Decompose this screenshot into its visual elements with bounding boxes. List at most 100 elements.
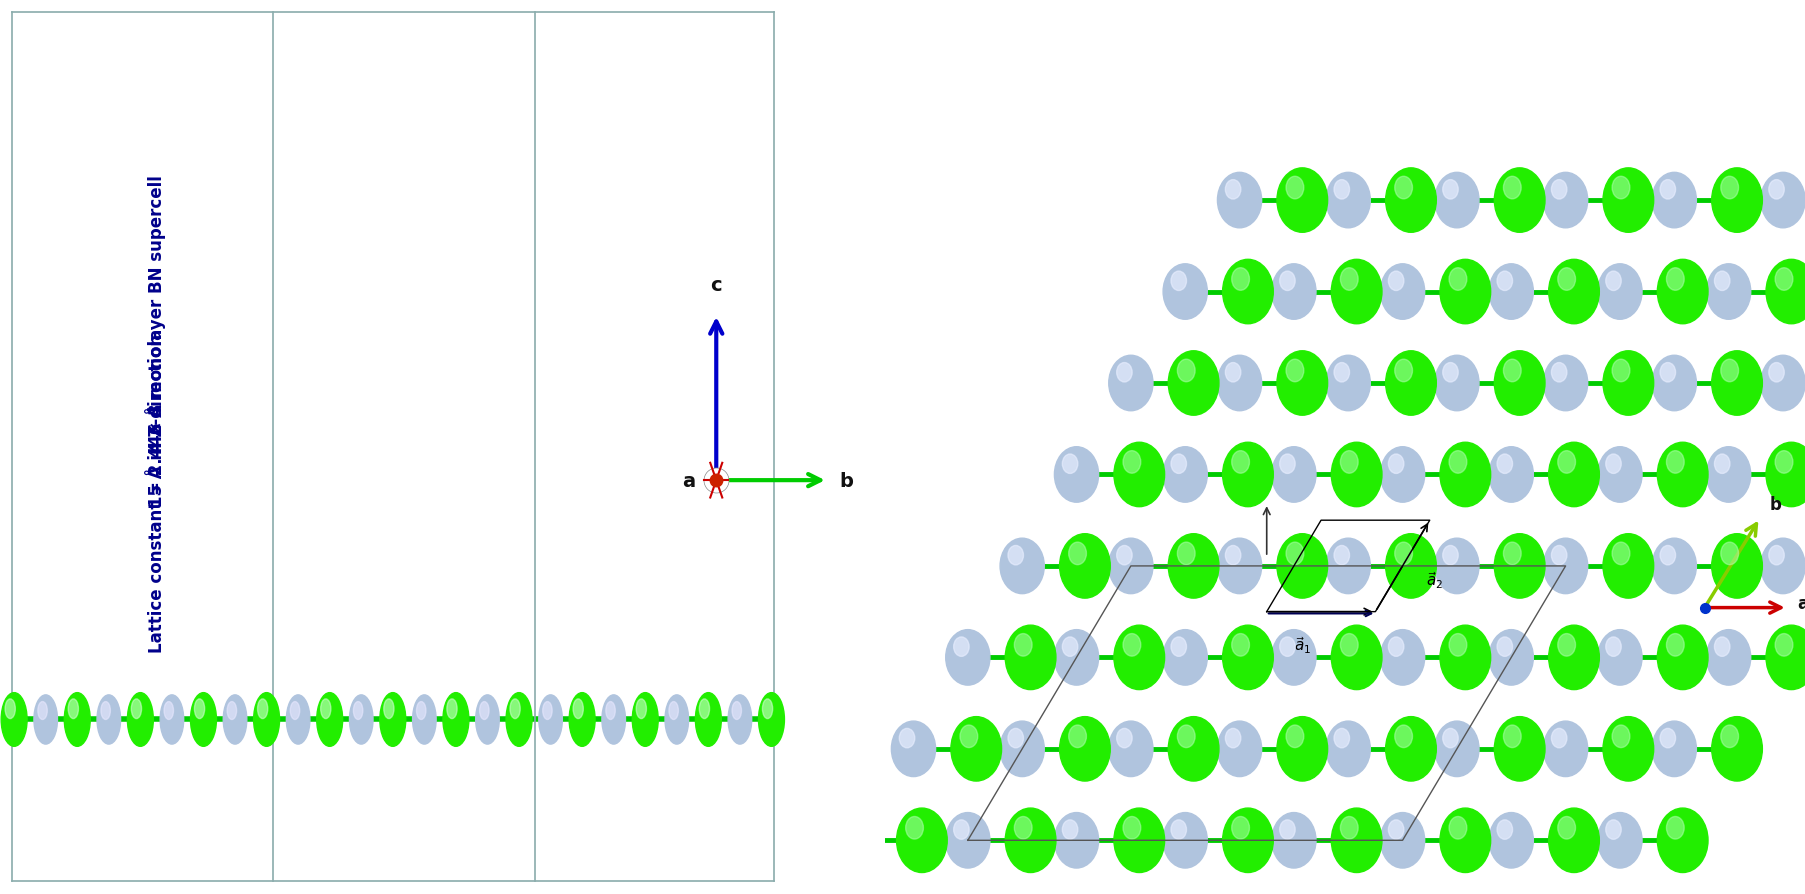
Ellipse shape — [1224, 363, 1240, 383]
Ellipse shape — [601, 696, 625, 744]
Text: b: b — [839, 471, 854, 490]
Ellipse shape — [1433, 173, 1478, 229]
Text: b: b — [1769, 495, 1780, 513]
Ellipse shape — [1666, 634, 1684, 656]
Ellipse shape — [1384, 717, 1435, 781]
Ellipse shape — [1054, 447, 1097, 502]
Ellipse shape — [1502, 359, 1520, 383]
Ellipse shape — [1549, 260, 1599, 325]
Ellipse shape — [1549, 626, 1599, 690]
Ellipse shape — [1271, 630, 1316, 686]
Ellipse shape — [1217, 538, 1262, 594]
Text: 4 × 3 monolayer BN supercell: 4 × 3 monolayer BN supercell — [148, 174, 166, 451]
Ellipse shape — [287, 696, 310, 744]
Ellipse shape — [538, 696, 561, 744]
Ellipse shape — [253, 693, 280, 746]
Ellipse shape — [1711, 717, 1762, 781]
Ellipse shape — [1123, 816, 1141, 839]
Ellipse shape — [1123, 634, 1141, 656]
Ellipse shape — [1448, 816, 1466, 839]
Ellipse shape — [161, 696, 184, 744]
Ellipse shape — [1657, 443, 1708, 507]
Ellipse shape — [1115, 546, 1132, 565]
Ellipse shape — [1558, 268, 1574, 291]
Ellipse shape — [1005, 626, 1056, 690]
Ellipse shape — [836, 813, 881, 868]
Ellipse shape — [101, 702, 110, 720]
Ellipse shape — [1713, 454, 1729, 474]
Ellipse shape — [1014, 634, 1031, 656]
Ellipse shape — [1605, 820, 1621, 839]
Ellipse shape — [1114, 626, 1164, 690]
Ellipse shape — [316, 693, 343, 746]
Ellipse shape — [1388, 272, 1402, 291]
Ellipse shape — [1276, 169, 1327, 233]
Ellipse shape — [1543, 538, 1587, 594]
Ellipse shape — [291, 702, 300, 720]
Ellipse shape — [1388, 637, 1402, 656]
Ellipse shape — [1285, 359, 1303, 383]
Ellipse shape — [1379, 813, 1424, 868]
Ellipse shape — [1711, 534, 1762, 598]
Ellipse shape — [1162, 447, 1208, 502]
Ellipse shape — [2, 693, 27, 746]
Ellipse shape — [1612, 359, 1628, 383]
Ellipse shape — [1000, 721, 1043, 777]
Ellipse shape — [1439, 443, 1489, 507]
Ellipse shape — [1493, 534, 1543, 598]
Ellipse shape — [1657, 808, 1708, 873]
Ellipse shape — [1276, 351, 1327, 416]
Ellipse shape — [1271, 447, 1316, 502]
Ellipse shape — [1442, 181, 1457, 200]
Ellipse shape — [1659, 181, 1675, 200]
Text: a: a — [1796, 594, 1805, 611]
Ellipse shape — [1659, 363, 1675, 383]
Ellipse shape — [258, 699, 267, 719]
Ellipse shape — [699, 699, 709, 719]
Ellipse shape — [38, 702, 47, 720]
Ellipse shape — [1652, 173, 1695, 229]
Text: c: c — [709, 275, 722, 295]
Ellipse shape — [1393, 177, 1412, 199]
Ellipse shape — [695, 693, 720, 746]
Ellipse shape — [1325, 538, 1370, 594]
Ellipse shape — [1489, 447, 1532, 502]
Ellipse shape — [904, 816, 922, 839]
Ellipse shape — [1502, 543, 1520, 565]
Ellipse shape — [195, 699, 204, 719]
Ellipse shape — [1603, 169, 1653, 233]
Ellipse shape — [664, 696, 688, 744]
Ellipse shape — [442, 693, 469, 746]
Ellipse shape — [1280, 454, 1294, 474]
Ellipse shape — [1713, 272, 1729, 291]
Ellipse shape — [1007, 546, 1023, 565]
Ellipse shape — [1285, 177, 1303, 199]
Ellipse shape — [1000, 538, 1043, 594]
Ellipse shape — [1114, 443, 1164, 507]
Ellipse shape — [1550, 181, 1567, 200]
Ellipse shape — [1439, 626, 1489, 690]
Ellipse shape — [1061, 454, 1078, 474]
Ellipse shape — [762, 699, 773, 719]
Ellipse shape — [543, 702, 552, 720]
Ellipse shape — [1605, 637, 1621, 656]
Ellipse shape — [1108, 356, 1152, 411]
Ellipse shape — [1276, 717, 1327, 781]
Ellipse shape — [1502, 725, 1520, 747]
Ellipse shape — [417, 702, 426, 720]
Ellipse shape — [1706, 447, 1749, 502]
Ellipse shape — [1550, 546, 1567, 565]
Ellipse shape — [1558, 816, 1574, 839]
Ellipse shape — [1384, 351, 1435, 416]
Ellipse shape — [1231, 634, 1249, 656]
Ellipse shape — [1496, 820, 1513, 839]
Text: Lattice constant = 2.446 Å: Lattice constant = 2.446 Å — [148, 403, 166, 652]
Ellipse shape — [758, 693, 783, 746]
Ellipse shape — [1177, 543, 1195, 565]
Ellipse shape — [34, 696, 58, 744]
Ellipse shape — [128, 693, 153, 746]
Ellipse shape — [946, 630, 989, 686]
Ellipse shape — [132, 699, 141, 719]
Ellipse shape — [1384, 169, 1435, 233]
Ellipse shape — [1170, 454, 1186, 474]
